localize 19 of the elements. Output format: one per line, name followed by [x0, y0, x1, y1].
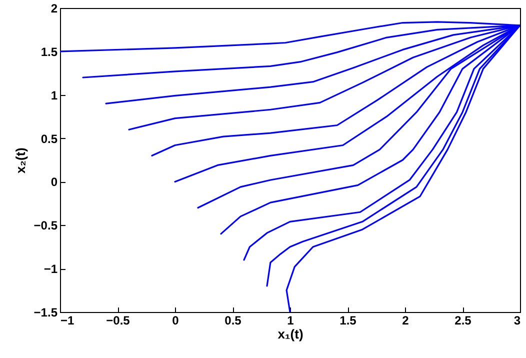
x-tick-label: −0.5: [106, 314, 130, 328]
x-tick-label: 0.5: [224, 314, 242, 328]
y-tick-label: 1.5: [40, 44, 58, 59]
x-tick-label: 2: [402, 314, 410, 328]
x-tick-label: 1.5: [340, 314, 357, 328]
x-tick-label: 0: [172, 314, 180, 328]
x-axis-title: x₁(t): [278, 326, 304, 342]
y-tick-label: 1: [50, 88, 58, 102]
y-tick-label: −1: [44, 262, 58, 276]
y-tick-label: 0.5: [40, 132, 58, 146]
x-tick-label: 1: [287, 314, 294, 328]
x-tick-label: 3: [514, 314, 521, 328]
y-tick-label: −0.5: [34, 218, 58, 233]
x-tick-label: −1: [60, 314, 75, 328]
y-tick-label: 2: [50, 2, 58, 16]
y-axis-title: x₂(t): [12, 148, 28, 174]
y-tick-label: −1.5: [34, 306, 58, 320]
y-tick-label: 0: [50, 175, 58, 190]
x-tick-label: 2.5: [454, 314, 472, 328]
